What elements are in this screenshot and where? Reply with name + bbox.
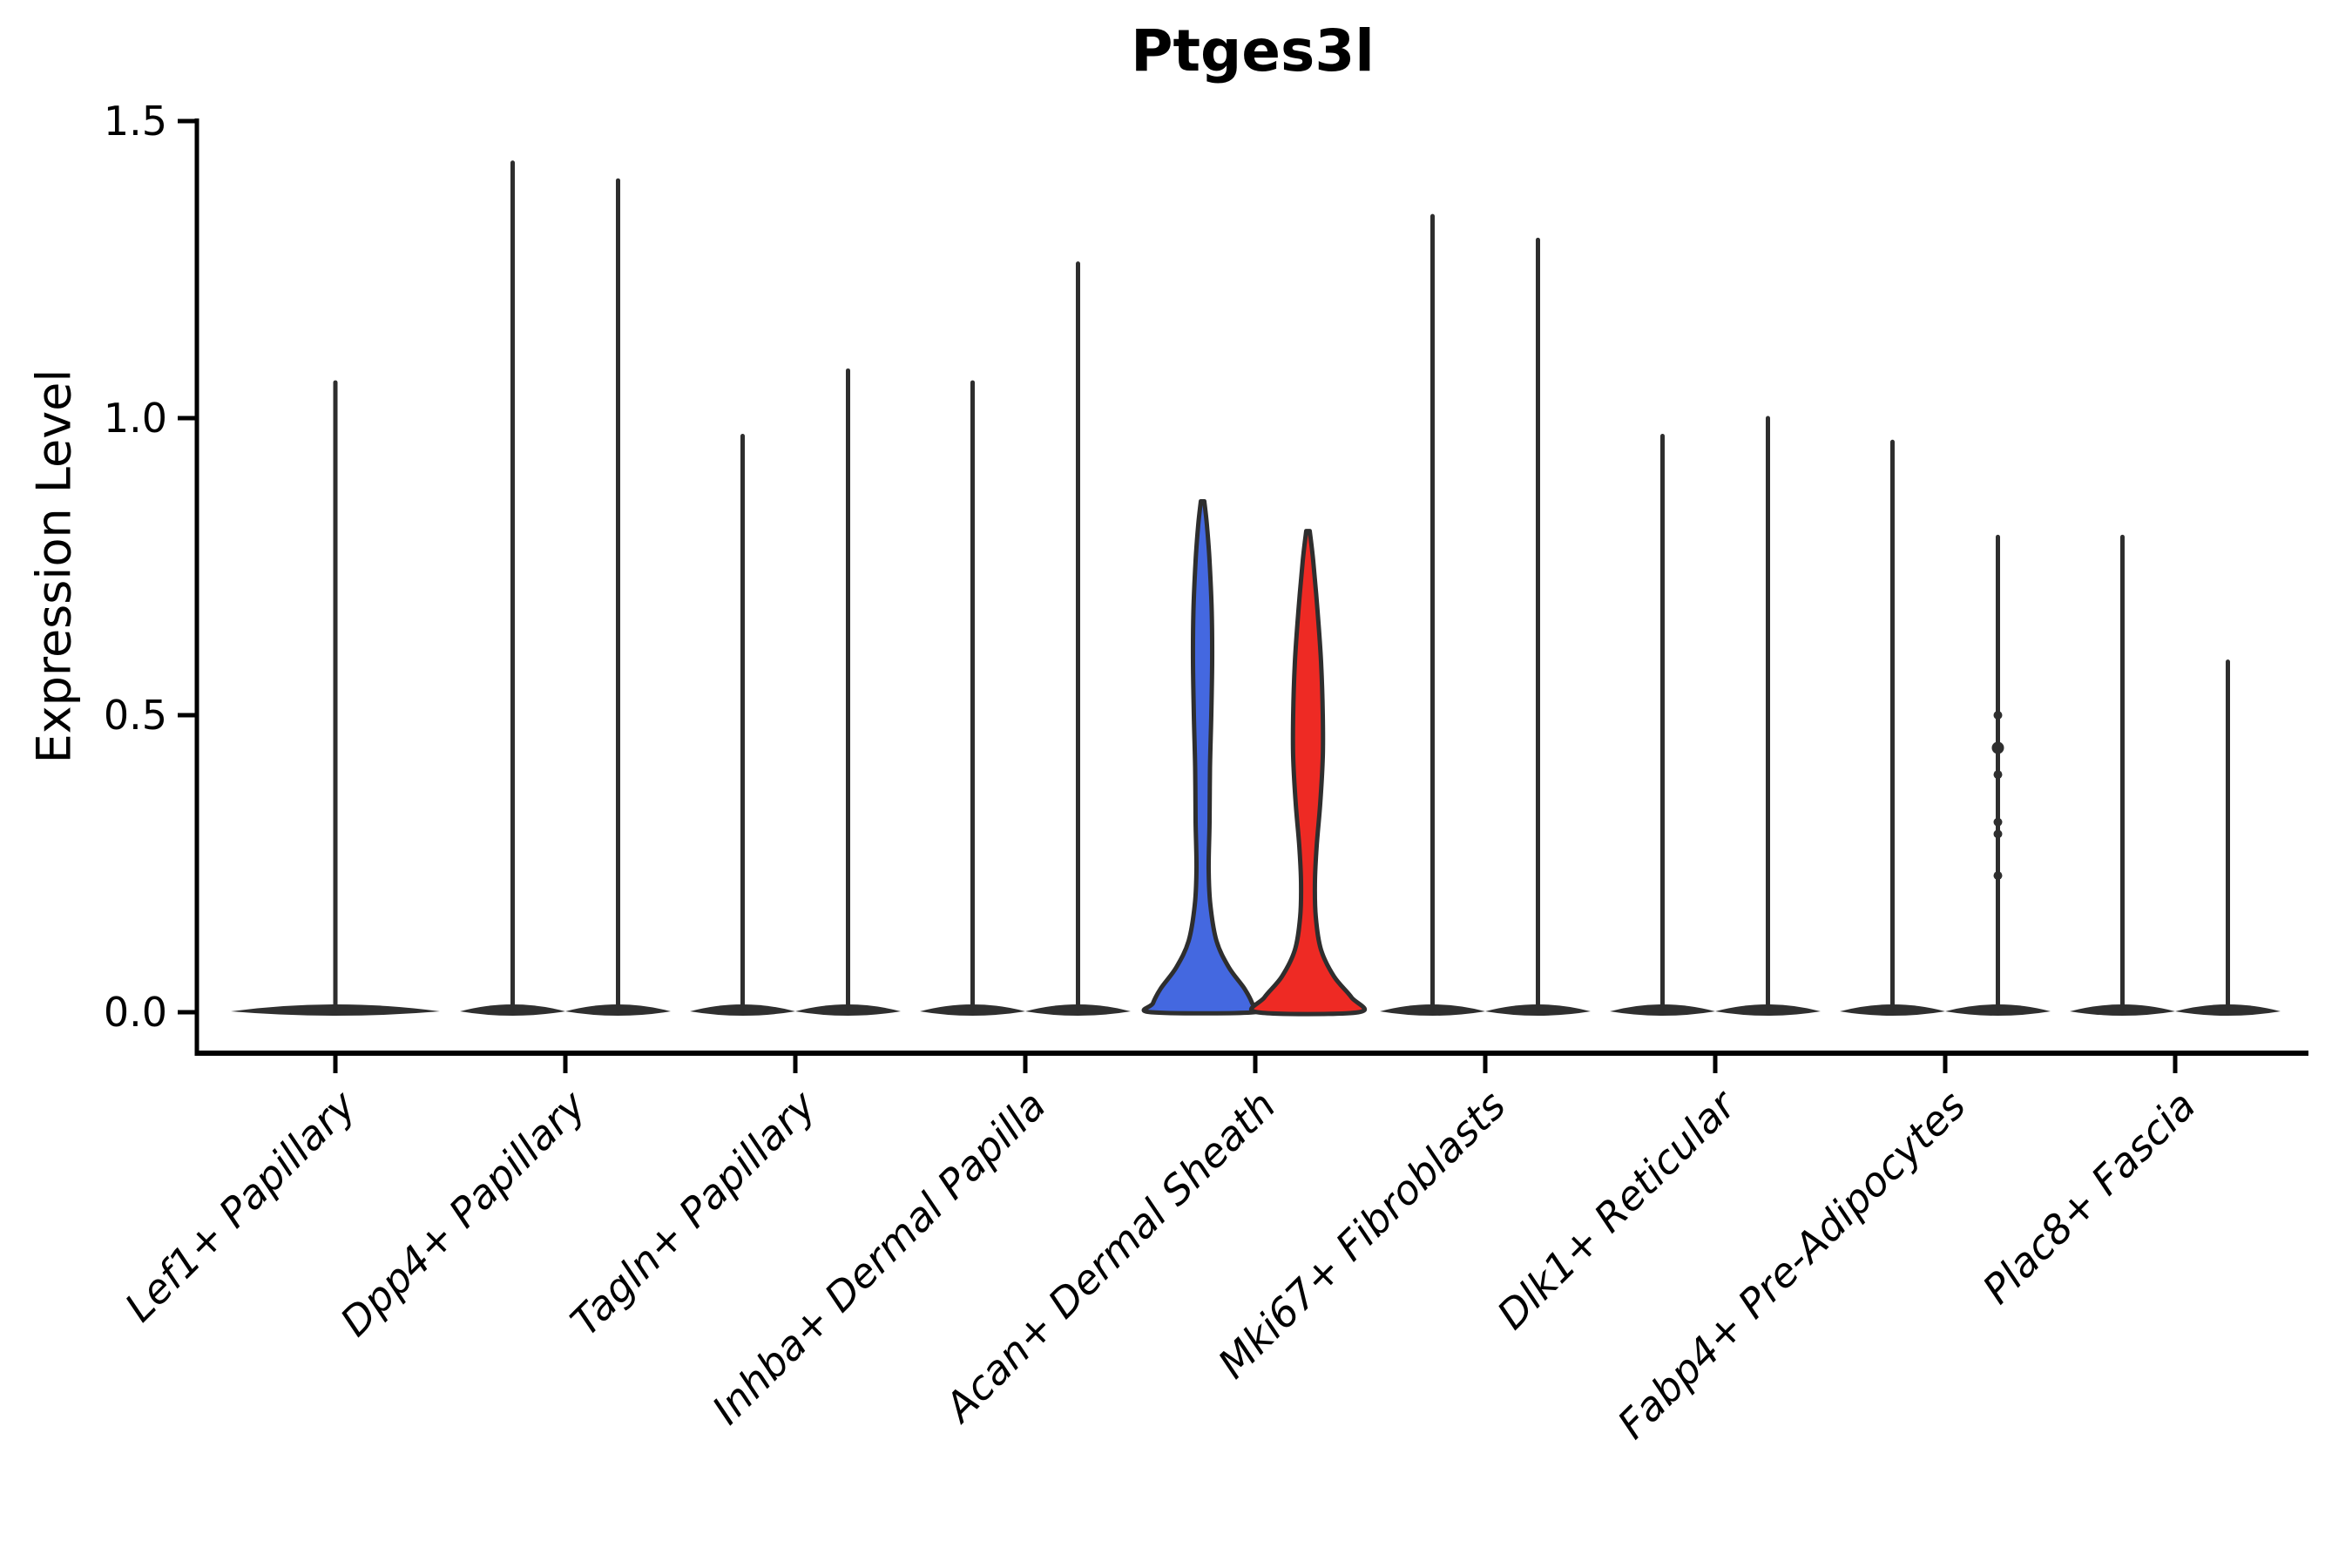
y-tick-label: 1.5 [104,98,167,145]
chart-title: Ptges3l [1131,17,1375,84]
y-tick-label: 0.0 [104,989,167,1036]
jitter-point [1993,829,2003,839]
jitter-point [1993,817,2003,827]
x-tick-label: Tagln+ Papillary [561,1081,825,1345]
x-tick-label: Dlk1+ Reticular [1488,1079,1747,1338]
violin-red [1248,529,1368,1017]
y-tick-label: 1.0 [104,395,167,442]
y-tick-label: 0.5 [104,692,167,739]
jitter-point [1991,741,2004,754]
y-axis-title: Expression Level [26,368,82,764]
x-tick-label: Dpp4+ Papillary [331,1081,595,1345]
jitter-point [1993,871,2003,881]
x-tick-label: Lef1+ Papillary [116,1081,365,1330]
x-tick-label: Plac8+ Fascia [1973,1082,2204,1313]
jitter-point [1993,711,2003,720]
violin-blue [1141,499,1264,1016]
jitter-point [1993,770,2003,780]
